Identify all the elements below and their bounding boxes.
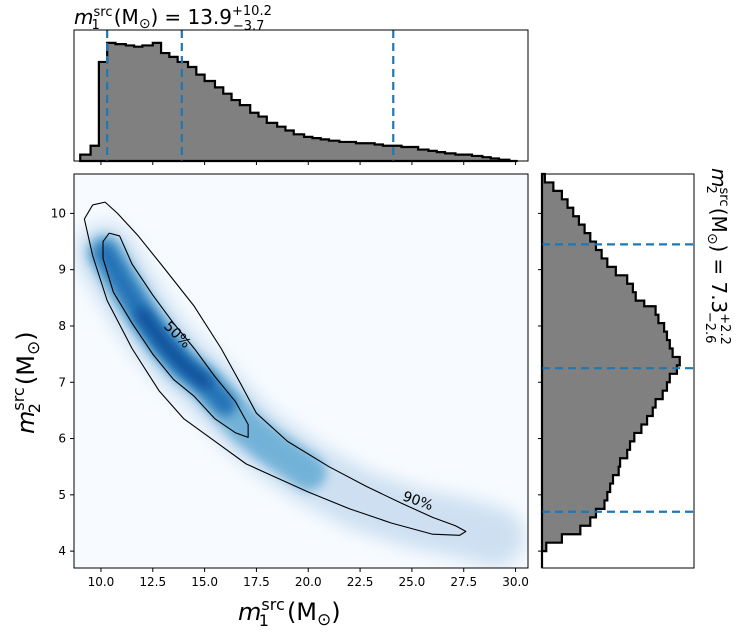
m2-histogram-panel: msrc2(M⊙)= 7.3+2.2−2.6 [538, 168, 732, 569]
x-tick-label: 12.5 [139, 575, 166, 589]
m2-histogram-ticks [538, 212, 542, 552]
x-axis-label: msrc 1 (M⊙) [238, 595, 341, 630]
x-tick-label: 22.5 [347, 575, 374, 589]
m2-histogram-frame [541, 173, 695, 569]
x-tick-label: 25.0 [399, 575, 426, 589]
y-tick-label: 6 [58, 432, 66, 446]
joint-density-panel: 50%90% 10.0 12.5 15.0 17.5 20.0 22.5 25.0 27.5 3… [9, 173, 529, 630]
x-tick-label: 10.0 [88, 575, 115, 589]
m2-title: msrc2(M⊙)= 7.3+2.2−2.6 [702, 168, 732, 345]
y-tick-label: 7 [58, 375, 66, 389]
m1-histogram-bars [79, 41, 518, 163]
x-axis-ticks: 10.0 12.5 15.0 17.5 20.0 22.5 25.0 27.5 30.0 [88, 568, 529, 589]
m1-quantile-lines [106, 30, 395, 161]
joint-panel-frame [73, 173, 529, 569]
y-tick-label: 5 [58, 488, 66, 502]
m1-histogram-step [79, 41, 518, 163]
x-tick-label: 27.5 [450, 575, 477, 589]
m1-title: msrc 1 (M⊙) = 13.9+10.2 −3.7 [74, 4, 272, 34]
y-axis-ticks: 4 5 6 7 8 9 10 [51, 206, 74, 558]
x-tick-label: 20.0 [295, 575, 322, 589]
density-peak [135, 307, 212, 390]
density-heatmap [75, 222, 525, 568]
y-axis-label: msrc2(M⊙) [9, 331, 44, 434]
m1-histogram-ticks [100, 161, 517, 165]
m2-histogram-step [540, 172, 681, 568]
m1-histogram-panel: msrc 1 (M⊙) = 13.9+10.2 −3.7 [73, 4, 529, 165]
x-tick-label: 30.0 [502, 575, 529, 589]
y-tick-label: 10 [51, 206, 66, 220]
y-tick-label: 9 [58, 263, 66, 277]
y-tick-label: 4 [58, 544, 66, 558]
credible-contours [83, 201, 467, 536]
y-tick-label: 8 [58, 319, 66, 333]
contour-50pct [102, 232, 249, 438]
m2-histogram-bars [540, 172, 681, 568]
m1-histogram-frame [73, 29, 529, 162]
x-tick-label: 15.0 [191, 575, 218, 589]
contour-90pct [83, 201, 467, 536]
x-tick-label: 17.5 [243, 575, 270, 589]
